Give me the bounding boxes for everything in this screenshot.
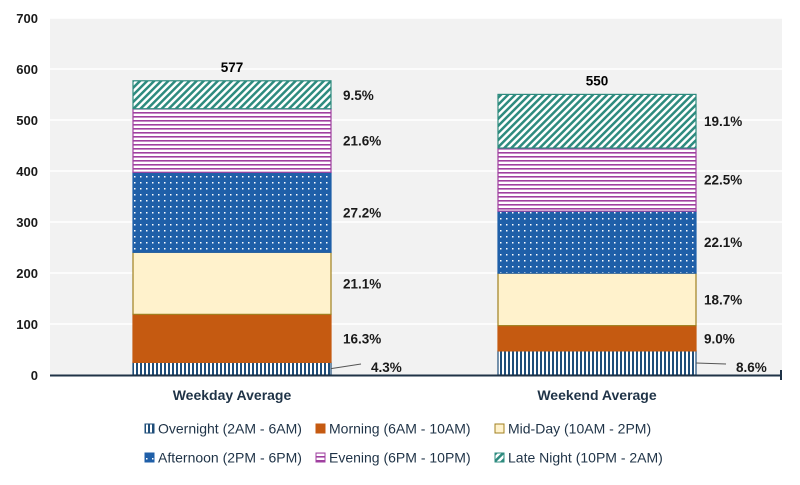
x-category-label: Weekend Average <box>537 387 657 403</box>
bar-segment-4 <box>497 147 697 212</box>
legend-item: Mid-Day (10AM - 2PM) <box>494 421 651 437</box>
legend-swatch <box>315 423 326 434</box>
leader-line <box>695 362 727 365</box>
segment-label: 8.6% <box>736 360 767 375</box>
legend-swatch <box>144 452 155 463</box>
legend-label: Overnight (2AM - 6AM) <box>158 421 302 437</box>
bar-segment-2 <box>132 251 332 315</box>
legend-item: Afternoon (2PM - 6PM) <box>144 450 302 466</box>
segment-label: 27.2% <box>343 205 381 220</box>
y-tick-label: 300 <box>16 215 38 230</box>
segment-label: 22.1% <box>704 235 742 250</box>
legend-label: Late Night (10PM - 2AM) <box>508 450 663 466</box>
leader-line <box>330 363 362 370</box>
segment-label: 22.5% <box>704 173 742 188</box>
y-tick-label: 400 <box>16 164 38 179</box>
bar-segment-3 <box>132 171 332 253</box>
bar-segment-0 <box>132 361 332 376</box>
y-tick-label: 700 <box>16 11 38 26</box>
legend-item: Overnight (2AM - 6AM) <box>144 421 302 437</box>
legend-item: Evening (6PM - 10PM) <box>315 450 471 466</box>
y-tick-label: 200 <box>16 266 38 281</box>
segment-label: 4.3% <box>371 360 402 375</box>
segment-label: 9.0% <box>704 331 735 346</box>
total-label: 550 <box>586 73 609 88</box>
segment-label: 19.1% <box>704 114 742 129</box>
y-tick-label: 0 <box>31 368 38 383</box>
bar-segment-3 <box>497 210 697 274</box>
segment-label: 18.7% <box>704 292 742 307</box>
segment-label: 16.3% <box>343 331 381 346</box>
y-tick-label: 100 <box>16 317 38 332</box>
legend-swatch <box>494 423 505 434</box>
segment-label: 9.5% <box>343 88 374 103</box>
x-category-label: Weekday Average <box>173 387 292 403</box>
legend-swatch <box>315 452 326 463</box>
bar-segment-1 <box>497 325 697 352</box>
legend-item: Morning (6AM - 10AM) <box>315 421 471 437</box>
legend-label: Morning (6AM - 10AM) <box>329 421 471 437</box>
bar-segment-4 <box>132 108 332 173</box>
total-label: 577 <box>221 60 244 75</box>
legend-swatch <box>494 452 505 463</box>
legend-label: Evening (6PM - 10PM) <box>329 450 471 466</box>
segment-label: 21.1% <box>343 276 381 291</box>
bar-segment-1 <box>132 313 332 363</box>
y-tick-label: 600 <box>16 62 38 77</box>
bar-segment-0 <box>497 350 697 376</box>
bar-segment-2 <box>497 272 697 327</box>
bar-segment-5 <box>497 93 697 149</box>
segment-label: 21.6% <box>343 134 381 149</box>
legend-item: Late Night (10PM - 2AM) <box>494 450 663 466</box>
bar-segment-5 <box>132 80 332 110</box>
legend-label: Mid-Day (10AM - 2PM) <box>508 421 651 437</box>
y-tick-label: 500 <box>16 113 38 128</box>
legend-label: Afternoon (2PM - 6PM) <box>158 450 302 466</box>
legend-swatch <box>144 423 155 434</box>
